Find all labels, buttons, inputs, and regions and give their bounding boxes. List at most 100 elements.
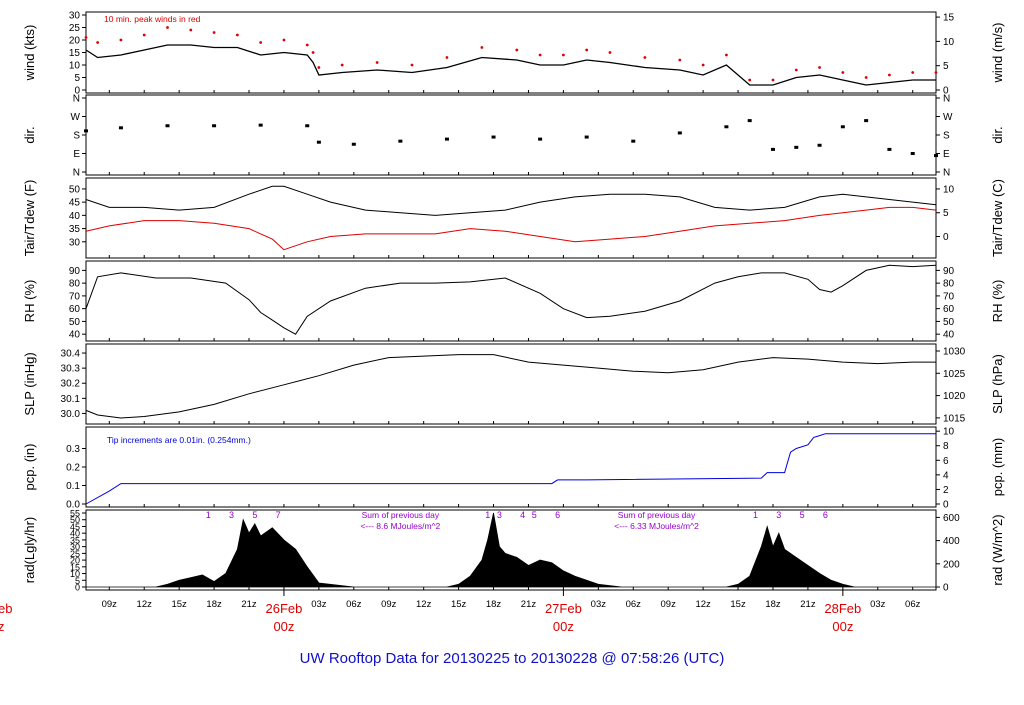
wind-peak-point <box>142 33 146 37</box>
time-tick-label: 15z <box>171 599 187 610</box>
tdew-line <box>85 206 937 251</box>
rad-daily-sum-line2: <--- 6.33 MJoules/m^2 <box>614 521 699 531</box>
right-tick-label-pcp: 10 <box>943 427 955 438</box>
wind-peak-point <box>538 53 542 57</box>
left-tick-label-dir: W <box>71 112 81 123</box>
time-tick-label: 21z <box>521 599 537 610</box>
wind-peak-point <box>480 46 484 49</box>
dir-point <box>538 137 543 141</box>
left-axis-title-rad: rad(Lgly/hr) <box>22 517 37 583</box>
dir-point <box>794 145 799 149</box>
wind-peak-point <box>166 26 169 29</box>
day-hour-label: 00z <box>273 619 294 634</box>
rad-hour-mark: 6 <box>555 510 560 520</box>
time-tick-label: 21z <box>800 599 816 610</box>
time-tick-label: 15z <box>730 599 746 610</box>
right-tick-label-dir: S <box>943 131 950 142</box>
dir-point <box>351 142 356 146</box>
left-tick-label-temp: 45 <box>69 198 81 209</box>
panel-frame-temp <box>85 177 937 259</box>
rh-line <box>85 264 937 335</box>
left-tick-label-pcp: 0.2 <box>66 463 80 474</box>
dir-point <box>584 135 589 139</box>
left-axis-title-temp: Tair/Tdew (F) <box>22 180 37 257</box>
right-tick-label-rh: 70 <box>943 291 955 302</box>
right-axis-title-slp: SLP (hPa) <box>990 354 1005 414</box>
rad-hour-mark: 3 <box>497 510 502 520</box>
left-tick-label-pcp: 0.1 <box>66 481 80 492</box>
wind-peak-point <box>317 66 321 69</box>
left-tick-label-slp: 30.1 <box>61 394 81 405</box>
rad-daily-sum-line1: Sum of previous day <box>618 510 696 520</box>
left-tick-label-wind: 10 <box>69 61 81 72</box>
left-tick-label-rad: 45 <box>70 522 80 532</box>
time-tick-label: 03z <box>311 599 327 610</box>
left-tick-label-temp: 40 <box>69 211 81 222</box>
wind-peak-point <box>189 28 193 32</box>
dir-point <box>316 140 321 144</box>
time-tick-label: 15z <box>451 599 467 610</box>
rad-hour-mark: 7 <box>276 510 281 520</box>
right-tick-label-slp: 1025 <box>943 369 966 380</box>
right-tick-label-rad: 600 <box>943 513 960 524</box>
wind-peak-point <box>259 41 263 44</box>
time-tick-label: 18z <box>486 599 502 610</box>
left-tick-label-rad: 5 <box>75 576 80 586</box>
panel-frame-slp <box>85 343 937 425</box>
rad-hour-mark: 3 <box>229 510 234 520</box>
wind-peak-point <box>678 58 682 62</box>
wind-peak-point <box>841 71 845 74</box>
rad-hour-mark: 5 <box>532 510 537 520</box>
left-tick-label-dir: S <box>73 131 80 142</box>
right-axis-title-rad: rad (W/m^2) <box>990 514 1005 585</box>
left-tick-label-temp: 30 <box>69 237 81 248</box>
right-tick-label-rh: 80 <box>943 279 955 290</box>
dir-point <box>817 143 822 147</box>
right-tick-label-pcp: 4 <box>943 470 949 481</box>
wind-peak-point <box>585 48 589 52</box>
dir-point <box>258 123 263 127</box>
right-tick-label-dir: N <box>943 94 950 105</box>
right-axis-title-temp: Tair/Tdew (C) <box>990 179 1005 257</box>
right-axis-title-pcp: pcp. (mm) <box>990 438 1005 497</box>
wind-peak-point <box>888 73 891 77</box>
right-axis-title-rh: RH (%) <box>990 280 1005 323</box>
right-tick-label-temp: 5 <box>943 208 949 219</box>
left-axis-title-slp: SLP (inHg) <box>22 352 37 415</box>
left-tick-label-dir: N <box>73 168 80 179</box>
time-tick-label: 09z <box>661 599 677 610</box>
right-tick-label-pcp: 0 <box>943 500 949 511</box>
right-tick-label-pcp: 6 <box>943 456 949 467</box>
panel-frame-dir <box>85 94 937 176</box>
wind-peak-point <box>934 71 938 74</box>
panel-frame-wind <box>85 11 937 94</box>
left-tick-label-rad: 30 <box>70 542 80 552</box>
right-tick-label-dir: N <box>943 168 950 179</box>
left-tick-label-wind: 20 <box>69 36 81 47</box>
rad-daily-sum-line1: Sum of previous day <box>362 510 440 520</box>
left-tick-label-rad: 15 <box>70 562 80 572</box>
right-tick-label-pcp: 2 <box>943 485 949 496</box>
radiation-area <box>86 512 936 588</box>
dir-point <box>887 147 892 151</box>
left-tick-label-rad: 0 <box>75 583 80 593</box>
time-tick-label: 09z <box>102 599 118 610</box>
left-tick-label-rh: 70 <box>69 291 81 302</box>
left-tick-label-rh: 50 <box>69 317 81 328</box>
wind-peak-point <box>515 48 519 52</box>
right-tick-label-rad: 400 <box>943 536 960 547</box>
dir-point <box>631 139 636 143</box>
rad-hour-mark: 3 <box>776 510 781 520</box>
left-axis-title-pcp: pcp. (in) <box>22 444 37 491</box>
wind-peak-point <box>608 51 612 54</box>
right-tick-label-wind: 0 <box>943 86 949 97</box>
left-tick-label-pcp: 0.0 <box>66 500 80 511</box>
slp-line <box>85 354 936 419</box>
left-tick-label-wind: 5 <box>74 73 80 84</box>
rad-hour-mark: 6 <box>823 510 828 520</box>
wind-peak-point <box>771 78 775 82</box>
left-tick-label-rad: 10 <box>70 569 80 579</box>
wind-peak-point <box>911 71 915 74</box>
